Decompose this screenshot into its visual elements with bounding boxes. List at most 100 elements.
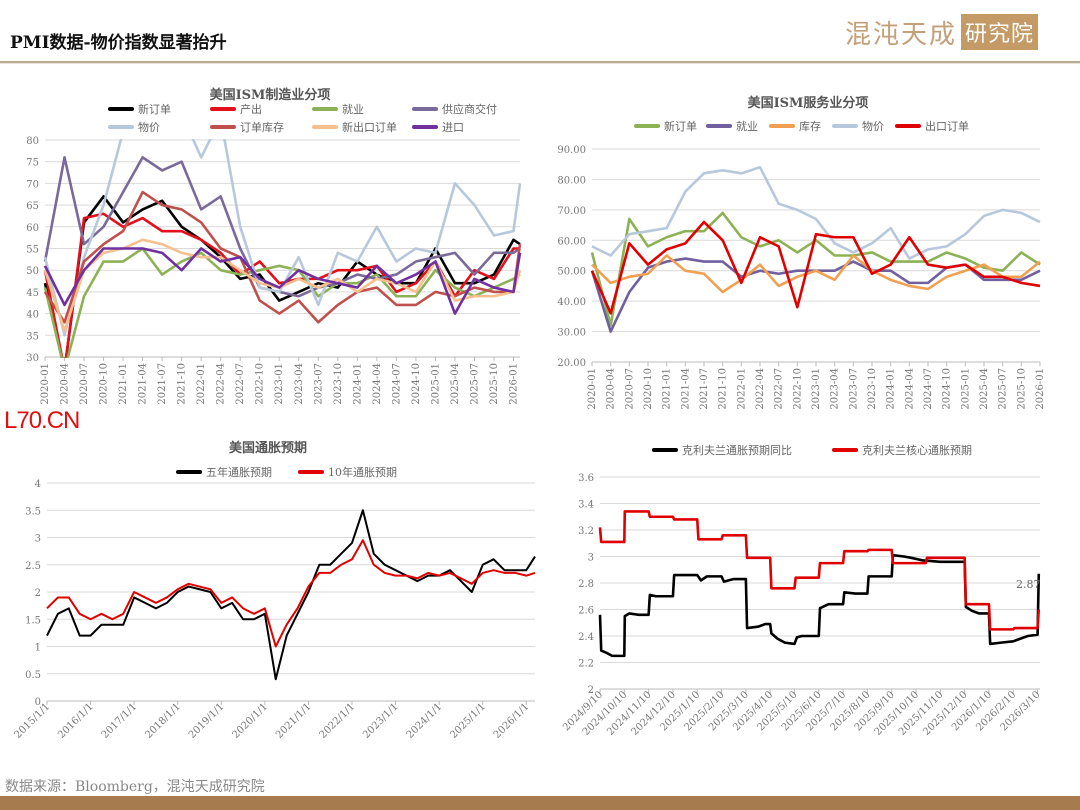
x-tick-label: 2025-10 [1016, 368, 1027, 410]
x-tick-label: 2025-07 [469, 363, 480, 405]
x-tick-label: 2020-10 [643, 368, 654, 410]
x-tick-label: 2025-04 [450, 363, 461, 405]
x-tick-label: 2023/1/1 [361, 701, 401, 741]
legend-label: 就业 [342, 103, 364, 116]
x-tick-label: 2020-01 [587, 368, 598, 410]
y-tick-label: 30 [26, 353, 39, 364]
series-line-3 [591, 165, 1041, 260]
legend-item: 就业 [706, 118, 758, 134]
x-tick-label: 2024-10 [411, 363, 422, 405]
header-divider-shadow [0, 63, 1080, 64]
chart-title-ism-manufacturing: 美国ISM制造业分项 [209, 88, 331, 103]
x-tick-label: 2026/1/1 [492, 701, 532, 741]
x-tick-label: 2025-07 [998, 368, 1009, 410]
x-tick-label: 2021-04 [680, 368, 691, 410]
y-tick-label: 2.8 [578, 579, 594, 590]
series-line-2 [43, 247, 521, 358]
chart-title-inflation-expectations: 美国通胀预期 [228, 441, 308, 456]
x-tick-label: 2020-10 [99, 363, 110, 405]
chart-0: 30 35 40 45 50 55 60 65 70 75 80 2020-01 2020-04 2020… [26, 136, 522, 405]
legend-item: 克利夫兰核心通胀预期 [832, 442, 972, 458]
series-line-3 [43, 156, 521, 298]
x-tick-label: 2021-01 [118, 363, 129, 405]
series-line-0 [46, 509, 536, 681]
y-tick-label: 0 [35, 697, 41, 708]
x-tick-label: 2024-01 [886, 368, 897, 410]
header-divider [0, 61, 1080, 63]
y-tick-label: 60 [26, 223, 39, 234]
legend-label: 物价 [862, 120, 884, 133]
y-tick-label: 0.5 [25, 670, 41, 681]
x-tick-label: 2021-04 [138, 363, 149, 405]
y-tick-label: 2 [588, 685, 594, 696]
legend-label: 新出口订单 [342, 121, 397, 134]
y-tick-label: 90.00 [557, 145, 586, 156]
annotation-last-value: 2.87 [1016, 578, 1041, 591]
x-tick-label: 2022-10 [792, 368, 803, 410]
x-tick-label: 2019/1/1 [187, 701, 227, 741]
y-tick-label: 2.4 [578, 632, 594, 643]
watermark: L70.CN [4, 407, 80, 434]
data-source: 数据来源：Bloomberg，混沌天成研究院 [5, 779, 265, 795]
page-title: PMI数据-物价指数显著抬升 [10, 33, 227, 53]
x-tick-label: 2020-04 [60, 363, 71, 405]
y-tick-label: 40 [26, 310, 39, 321]
chart-1: 20.00 30.00 40.00 50.00 60.00 70.00 80.00 90.00… [557, 145, 1046, 410]
legend-item: 出口订单 [895, 118, 969, 134]
x-tick-label: 2023-01 [811, 368, 822, 410]
y-tick-label: 55 [26, 245, 39, 256]
legend-label: 物价 [138, 121, 160, 134]
series-line-2 [591, 254, 1041, 294]
x-tick-label: 2021-10 [718, 368, 729, 410]
y-tick-label: 80 [26, 136, 39, 147]
y-tick-label: 30.00 [557, 328, 586, 339]
legend-item: 订单库存 [210, 119, 284, 135]
x-tick-label: 2022-01 [736, 368, 747, 410]
legend-label: 订单库存 [240, 121, 284, 134]
x-tick-label: 2022-10 [255, 363, 266, 405]
series-line-0 [43, 195, 521, 358]
x-tick-label: 2025/1/1 [448, 701, 488, 741]
chart-title-ism-services: 美国ISM服务业分项 [747, 96, 869, 111]
series-line-4 [43, 139, 522, 337]
x-tick-label: 2022-07 [774, 368, 785, 410]
legend-item: 新订单 [634, 118, 697, 134]
legend-label: 五年通胀预期 [206, 466, 272, 479]
x-tick-label: 2021-07 [699, 368, 710, 410]
legend-item: 新订单 [108, 101, 171, 117]
y-tick-label: 35 [26, 331, 39, 342]
legend-label: 进口 [442, 121, 464, 134]
y-tick-label: 70 [26, 179, 39, 190]
series-line-4 [590, 220, 1041, 315]
x-tick-label: 2025-10 [489, 363, 500, 405]
y-tick-label: 65 [26, 201, 39, 212]
chart-2: 0 0.5 1 1.5 2 2.5 3 3.5 4 2015/1/1 2016/1/1 2017/1/… [13, 479, 536, 741]
legend-item: 10年通胀预期 [298, 464, 397, 480]
x-tick-label: 2023-07 [313, 363, 324, 405]
x-tick-label: 2020-04 [606, 368, 617, 410]
x-tick-label: 2020-07 [79, 363, 90, 405]
x-tick-label: 2023-10 [333, 363, 344, 405]
series-line-6 [43, 238, 522, 333]
legend-label: 出口订单 [925, 120, 969, 133]
legend-item: 进口 [412, 119, 464, 135]
series-line-0 [590, 211, 1041, 327]
legend-item: 产出 [210, 101, 262, 117]
legend-label: 供应商交付 [442, 103, 497, 116]
y-tick-label: 3.5 [25, 506, 41, 517]
legend-label: 克利夫兰通胀预期同比 [682, 444, 792, 457]
x-tick-label: 2024-04 [372, 363, 383, 405]
y-tick-label: 20.00 [557, 358, 586, 369]
y-tick-label: 60.00 [557, 236, 586, 247]
x-tick-label: 2021-07 [157, 363, 168, 405]
y-tick-label: 50 [26, 266, 39, 277]
y-tick-label: 3.4 [578, 500, 594, 511]
x-tick-label: 2022/1/1 [318, 701, 358, 741]
y-tick-label: 3 [35, 534, 41, 545]
x-tick-label: 2026-01 [1035, 368, 1046, 410]
legend-label: 新订单 [138, 103, 171, 116]
x-tick-label: 2024-07 [391, 363, 402, 405]
y-tick-label: 40.00 [557, 297, 586, 308]
legend-label: 产出 [240, 103, 262, 116]
brand-logo: 混沌天成 研究院 [845, 14, 1039, 50]
